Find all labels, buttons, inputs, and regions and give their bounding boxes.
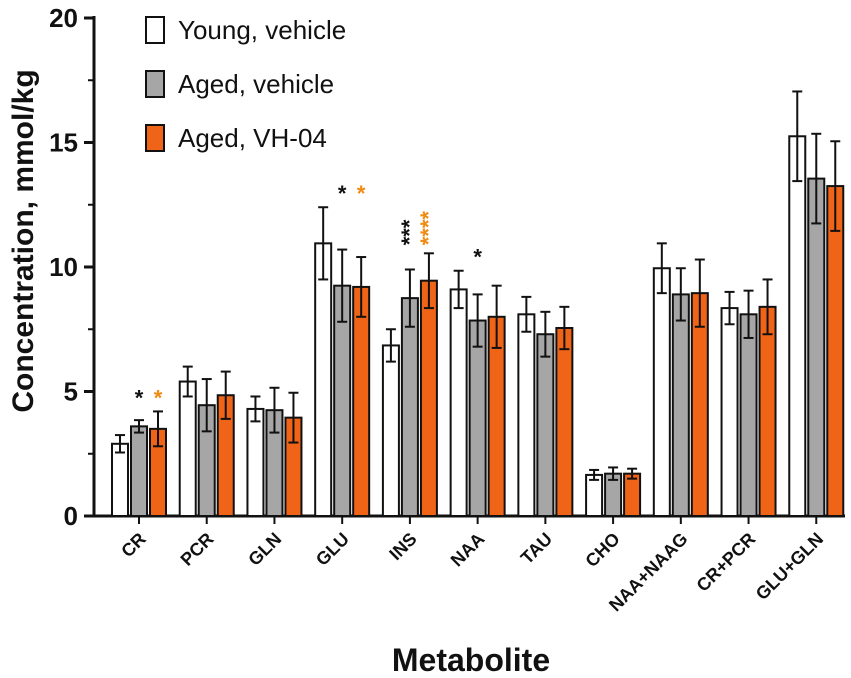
bar [468,319,487,517]
legend-swatch [145,124,165,152]
y-tick-label: 15 [49,128,78,158]
x-tick-label: CR+PCR [693,529,760,596]
bar [246,407,265,517]
y-tick-label: 5 [64,377,78,407]
bar [517,313,536,517]
y-tick-label: 0 [64,501,78,531]
bar [178,380,197,518]
bar [720,307,739,517]
legend: Young, vehicle Aged, vehicle Aged, VH-04 [145,15,346,153]
x-tick-label: CR [117,529,150,562]
legend-label: Young, vehicle [178,15,346,45]
x-tick-label: INS [385,529,420,564]
x-tick-label: NAA [447,529,489,571]
legend-swatch [145,70,165,98]
x-tick-label: GLU [312,529,353,570]
bar [111,442,129,518]
significance-marker: * [338,181,347,206]
significance-marker: *** [397,219,422,245]
bar [652,267,671,517]
significance-marker: **** [416,211,441,246]
bar [826,185,845,517]
legend-label: Aged, vehicle [178,69,334,99]
bar [758,305,777,517]
x-tick-label: CHO [581,529,623,571]
bar [807,177,826,517]
bar [381,344,400,517]
significance-marker: * [154,385,163,410]
bar [671,293,690,518]
x-axis-title: Metabolite [392,642,550,678]
bar [419,279,438,517]
bar [314,242,333,517]
y-tick-label: 10 [49,252,78,282]
bar [130,425,148,517]
bar [449,288,468,517]
bar [400,297,419,517]
x-tick-label: PCR [177,529,218,570]
bar [352,285,371,518]
legend-label: Aged, VH-04 [178,123,327,153]
y-axis-title: Concentration, mmol/kg [7,69,40,412]
bar [555,327,574,517]
bar [788,135,807,517]
bar [536,333,555,518]
y-tick-label: 20 [49,3,78,33]
x-tick-label: GLU+GLN [752,529,827,604]
bars [111,90,845,518]
significance-marker: * [135,385,144,410]
x-tick-label: GLN [244,529,285,570]
x-tick-label: TAU [517,529,556,568]
bar [739,313,758,517]
bar [585,473,604,518]
bar [623,472,642,518]
significance-marker: * [473,245,482,270]
significance-marker: * [357,181,366,206]
legend-swatch [145,16,165,44]
